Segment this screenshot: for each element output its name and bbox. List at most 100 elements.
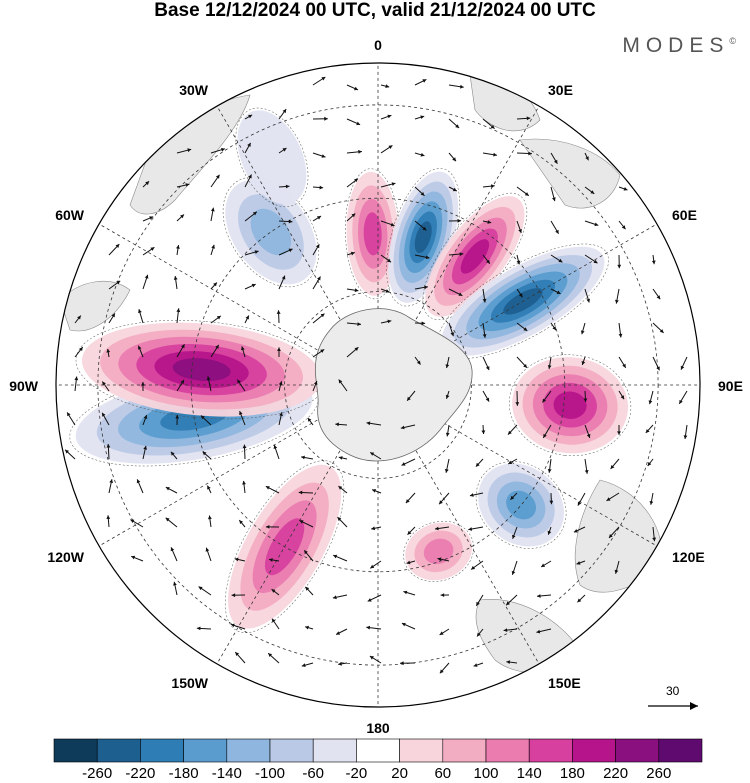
wind-vector bbox=[380, 84, 390, 88]
wind-vector-arrowhead-icon bbox=[144, 274, 149, 279]
wind-vector bbox=[540, 560, 552, 568]
lobe-1-level-5 bbox=[414, 221, 432, 254]
wind-vector-arrowhead-icon bbox=[176, 245, 180, 249]
wind-vector bbox=[301, 455, 314, 460]
lobe-2-level-4 bbox=[460, 239, 490, 274]
wind-vector bbox=[130, 519, 144, 528]
wind-vector-arrowhead-icon bbox=[221, 147, 225, 152]
wind-vector bbox=[516, 220, 522, 234]
colorbar-label: 260 bbox=[646, 765, 672, 782]
wind-vector bbox=[414, 115, 425, 120]
wind-vector bbox=[337, 516, 348, 528]
colorbar-swatch-1 bbox=[96, 738, 141, 763]
wind-vector bbox=[581, 356, 586, 366]
wind-vector bbox=[312, 243, 320, 256]
wind-vector-arrowhead-icon bbox=[213, 282, 217, 287]
wind-vector-arrowhead-icon bbox=[202, 451, 207, 456]
wind-vector-arrowhead-icon bbox=[180, 214, 184, 219]
lobe-7-outline bbox=[224, 460, 345, 633]
wind-vector bbox=[645, 424, 654, 434]
wind-vector bbox=[482, 288, 487, 303]
wind-vector bbox=[647, 458, 654, 467]
wind-vector bbox=[652, 526, 657, 542]
wind-vector-arrowhead-icon bbox=[272, 618, 276, 623]
wind-vector bbox=[608, 526, 620, 539]
wind-vector bbox=[366, 421, 382, 426]
wind-vector bbox=[74, 376, 79, 392]
wind-vector bbox=[648, 390, 654, 405]
wind-vector bbox=[312, 348, 325, 358]
wind-vector-arrowhead-icon bbox=[149, 216, 154, 220]
wind-vector bbox=[108, 479, 114, 494]
brand-mark: © bbox=[729, 36, 736, 46]
wind-vector-arrowhead-icon bbox=[405, 499, 410, 503]
wind-vector-arrowhead-icon bbox=[206, 376, 211, 381]
wind-vector-arrowhead-icon bbox=[457, 218, 462, 223]
wind-vector bbox=[338, 661, 348, 666]
colorbar-label: 140 bbox=[516, 765, 542, 782]
wind-vector-arrowhead-icon bbox=[321, 77, 326, 81]
wind-vector-arrowhead-icon bbox=[387, 258, 391, 263]
wind-vector-arrowhead-icon bbox=[181, 344, 185, 349]
wind-vector-arrowhead-icon bbox=[537, 594, 541, 598]
wind-vector-arrowhead-icon bbox=[109, 479, 114, 483]
wind-vector bbox=[440, 593, 450, 597]
lobe-10-outline bbox=[222, 176, 319, 288]
wind-vector bbox=[550, 254, 563, 263]
wind-vector-arrowhead-icon bbox=[170, 451, 175, 456]
wind-vector-arrowhead-icon bbox=[482, 298, 487, 303]
lobe-11 bbox=[235, 107, 309, 208]
wind-vector-arrowhead-icon bbox=[366, 421, 371, 426]
wind-vector bbox=[312, 185, 324, 190]
wind-vector-arrowhead-icon bbox=[252, 211, 257, 216]
wind-vector-arrowhead-icon bbox=[416, 360, 421, 365]
wind-vector-arrowhead-icon bbox=[102, 381, 106, 386]
wind-vector bbox=[476, 628, 484, 637]
wind-vector-arrowhead-icon bbox=[138, 345, 142, 350]
wind-vector-arrowhead-icon bbox=[299, 520, 304, 524]
wind-vector-arrowhead-icon bbox=[420, 152, 425, 157]
wind-vector bbox=[64, 449, 76, 460]
longitude-label-150w: 150W bbox=[171, 675, 208, 691]
wind-vector bbox=[371, 526, 382, 531]
wind-vector-arrowhead-icon bbox=[320, 313, 325, 318]
wind-vector bbox=[473, 662, 484, 667]
wind-vector-arrowhead-icon bbox=[170, 547, 175, 552]
wind-vector bbox=[278, 108, 287, 120]
wind-vector-arrowhead-icon bbox=[200, 415, 205, 420]
wind-vector bbox=[277, 347, 281, 357]
wind-vector-arrowhead-icon bbox=[265, 525, 270, 529]
wind-vector-arrowhead-icon bbox=[185, 183, 190, 187]
wind-vector-arrowhead-icon bbox=[242, 480, 246, 485]
wind-vector bbox=[346, 84, 359, 91]
colorbar-label: -180 bbox=[168, 765, 199, 782]
wind-vector bbox=[618, 390, 625, 400]
lobe-5 bbox=[475, 461, 567, 549]
wind-vector-arrowhead-icon bbox=[335, 422, 339, 427]
colorbar-swatch-6 bbox=[312, 738, 357, 763]
wind-vector-arrowhead-icon bbox=[77, 315, 81, 320]
wind-vector bbox=[683, 424, 688, 440]
wind-vector-arrowhead-icon bbox=[268, 653, 273, 657]
wind-vector-arrowhead-icon bbox=[439, 669, 444, 674]
colorbar-swatch-13 bbox=[615, 738, 660, 763]
longitude-label-60w: 60W bbox=[55, 207, 85, 223]
wind-vector bbox=[268, 558, 280, 562]
landmass-3 bbox=[574, 479, 663, 593]
wind-vector bbox=[142, 274, 149, 290]
lobe-11-outline bbox=[235, 107, 309, 208]
wind-vector bbox=[210, 207, 215, 222]
wind-vector-arrowhead-icon bbox=[239, 411, 243, 415]
wind-vector-arrowhead-icon bbox=[485, 366, 490, 371]
wind-vector bbox=[610, 458, 620, 470]
wind-vector-arrowhead-icon bbox=[516, 260, 521, 265]
wind-vector bbox=[444, 458, 450, 473]
wind-vector bbox=[583, 390, 588, 403]
wind-vector-arrowhead-icon bbox=[455, 124, 460, 128]
wind-vector-arrowhead-icon bbox=[196, 626, 201, 631]
wind-vector-arrowhead-icon bbox=[445, 364, 450, 368]
wind-vector-arrowhead-icon bbox=[288, 248, 293, 253]
wind-vector bbox=[265, 525, 280, 529]
wind-vector bbox=[584, 220, 599, 227]
wind-vector-arrowhead-icon bbox=[556, 290, 561, 294]
